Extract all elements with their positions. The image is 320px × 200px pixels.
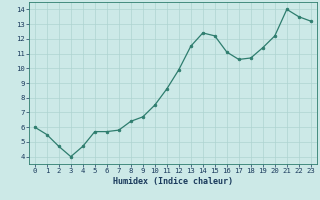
X-axis label: Humidex (Indice chaleur): Humidex (Indice chaleur) bbox=[113, 177, 233, 186]
